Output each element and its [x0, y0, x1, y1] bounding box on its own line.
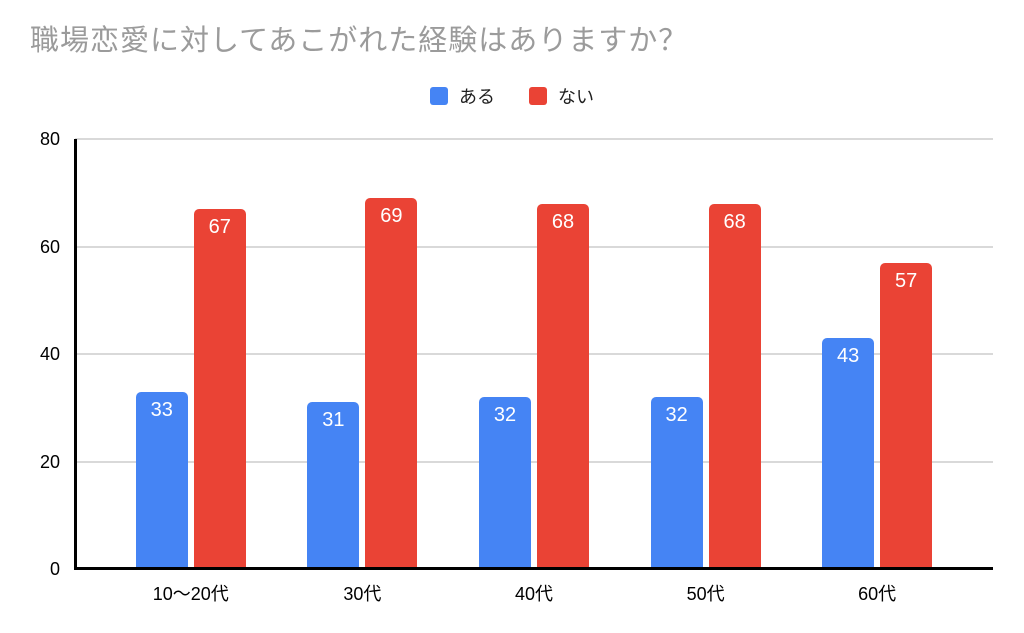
x-axis-category-label: 10〜20代 [152, 584, 229, 604]
bar-value-label: 33 [150, 398, 173, 421]
gridline [75, 245, 993, 248]
bar-value-label: 67 [208, 215, 231, 238]
bar: 68 [708, 203, 761, 569]
bar: 57 [880, 262, 933, 569]
legend-item: ある [430, 83, 495, 109]
bar: 33 [135, 391, 188, 569]
y-axis-tick-label: 20 [39, 451, 60, 472]
plot-area: 33 67 10〜20代 31 69 30代 32 68 40代 32 68 50代 43 57 60代 [74, 138, 993, 604]
bar-group: 31 69 30代 [277, 139, 449, 604]
bar-value-label: 32 [493, 404, 517, 426]
bar-group: 33 67 10〜20代 [105, 139, 277, 604]
gridline [75, 460, 993, 463]
bar: 32 [478, 397, 531, 569]
bar-value-label: 43 [837, 344, 860, 367]
gridline [75, 138, 993, 140]
legend-item: ない [529, 83, 594, 109]
legend-label: ない [558, 87, 594, 107]
bar-value-label: 69 [380, 205, 403, 228]
x-axis-line [74, 567, 993, 570]
bar: 32 [650, 397, 703, 569]
y-axis-line [74, 139, 77, 569]
legend-swatch [529, 87, 547, 105]
bar-group: 32 68 50代 [620, 139, 792, 604]
bar: 31 [307, 402, 360, 569]
legend-label: ある [459, 87, 495, 107]
x-axis-category-label: 30代 [343, 584, 382, 604]
gridline [75, 353, 993, 355]
bar: 43 [822, 337, 875, 569]
bar-value-label: 31 [322, 409, 345, 432]
y-axis-tick-label: 60 [39, 236, 60, 257]
y-axis-tick-label: 40 [39, 344, 60, 364]
bar-group: 32 68 40代 [448, 139, 620, 604]
chart-title: 職場恋愛に対してあこがれた経験はありますか？ [30, 25, 689, 57]
bar-value-label: 32 [665, 404, 688, 426]
bar: 69 [365, 198, 418, 569]
bar-value-label: 68 [723, 210, 746, 233]
y-axis-tick-label: 80 [39, 129, 60, 149]
legend-swatch [430, 87, 448, 105]
x-axis-category-label: 60代 [858, 584, 897, 604]
y-axis-tick-label: 0 [49, 559, 60, 579]
x-axis-category-label: 40代 [514, 584, 553, 604]
bar-value-label: 68 [551, 210, 575, 233]
bars-row: 33 67 10〜20代 31 69 30代 32 68 40代 32 68 50代 43 57 60代 [75, 139, 993, 604]
bar: 67 [193, 208, 246, 569]
x-axis-category-label: 50代 [686, 584, 725, 604]
bar-group: 43 57 60代 [791, 139, 963, 604]
legend: ある ない [0, 85, 1024, 107]
y-axis-labels: 0 20 40 60 80 [0, 130, 66, 578]
bar: 68 [536, 203, 589, 569]
bar-value-label: 57 [895, 269, 918, 292]
